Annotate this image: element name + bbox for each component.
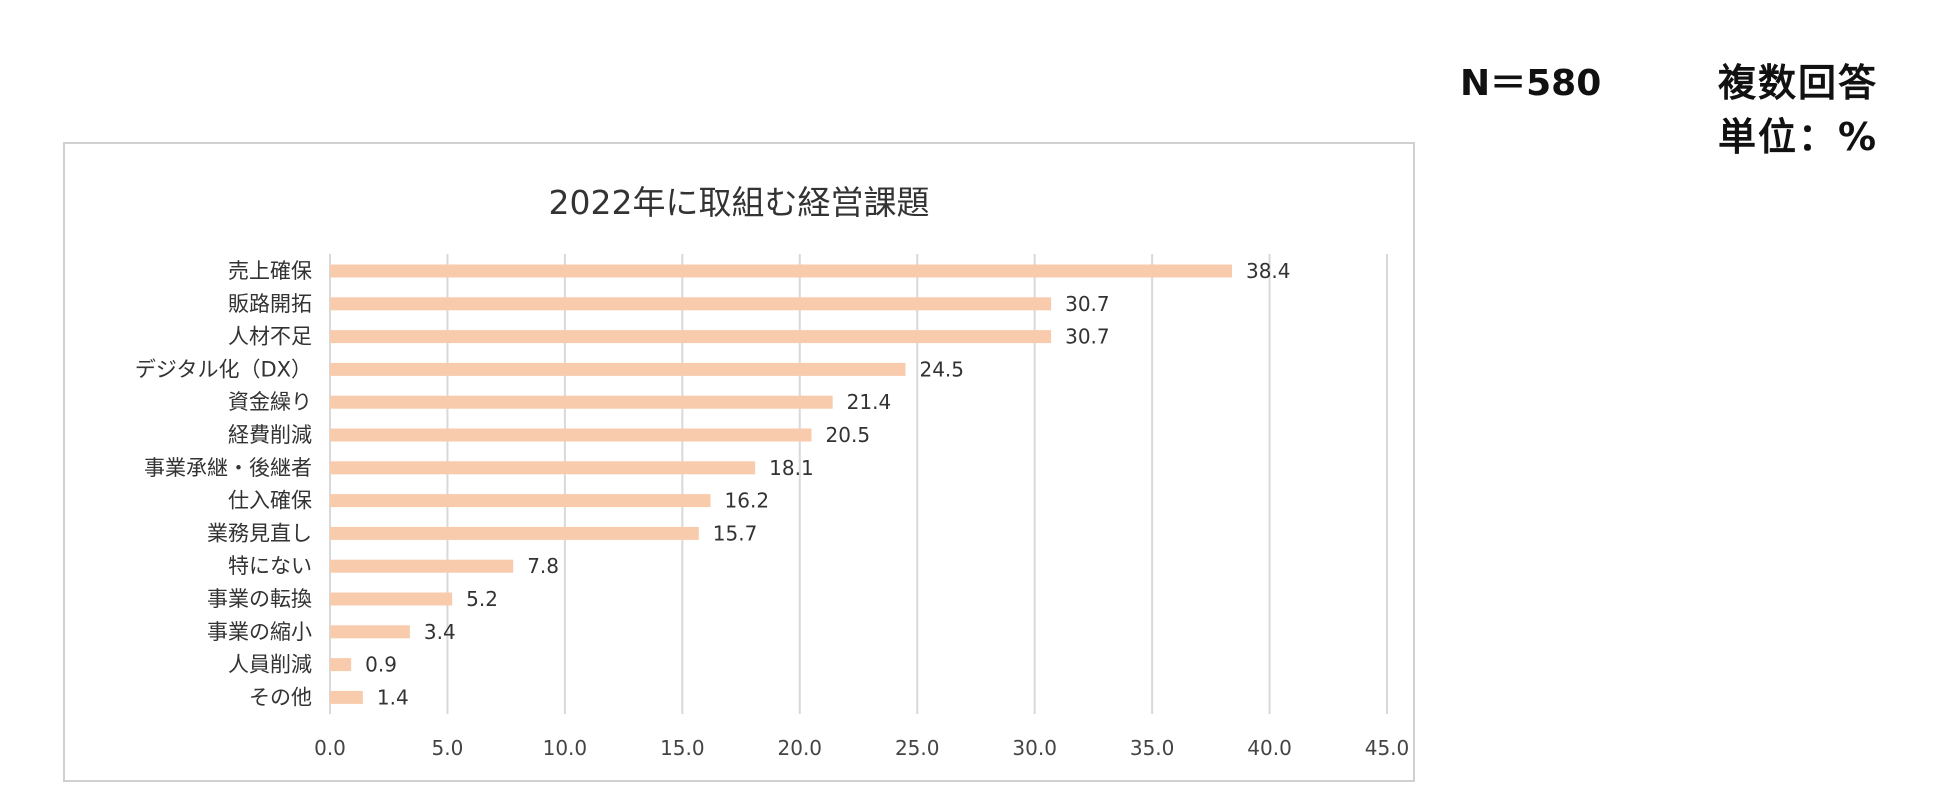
bar xyxy=(330,461,756,475)
bar xyxy=(330,428,812,442)
data-label: 3.4 xyxy=(424,620,456,644)
category-label: 特にない xyxy=(228,554,312,578)
data-label: 20.5 xyxy=(826,423,871,447)
data-label: 18.1 xyxy=(769,456,814,480)
x-tick-label: 5.0 xyxy=(432,736,464,760)
sample-size-label: N＝580 xyxy=(1460,63,1602,104)
data-label: 21.4 xyxy=(847,390,892,414)
bar xyxy=(330,362,906,376)
category-label: 経費削減 xyxy=(228,423,312,447)
category-label: 売上確保 xyxy=(228,259,312,283)
data-label: 38.4 xyxy=(1246,259,1291,283)
category-label: 業務見直し xyxy=(207,521,312,545)
unit-label: 単位：% xyxy=(1718,115,1879,159)
data-label: 30.7 xyxy=(1065,292,1110,316)
x-tick-label: 30.0 xyxy=(1012,736,1057,760)
data-label: 0.9 xyxy=(365,653,397,677)
chart-title: 2022年に取組む経営課題 xyxy=(548,183,930,222)
bar-chart: 0.0 5.0 10.0 15.0 20.0 25.0 30.0 35.0 40.0 45.0 売上… xyxy=(135,254,1410,760)
multiple-answer-label: 複数回答 xyxy=(1718,61,1879,105)
category-label: 仕入確保 xyxy=(228,489,312,513)
data-label: 16.2 xyxy=(725,489,770,513)
data-label: 24.5 xyxy=(919,357,964,381)
category-label: 人員削減 xyxy=(228,653,312,677)
x-tick-label: 20.0 xyxy=(778,736,823,760)
bar xyxy=(330,264,1232,278)
x-tick-label: 0.0 xyxy=(314,736,346,760)
bar xyxy=(330,559,514,573)
bar xyxy=(330,625,410,639)
x-tick-label: 45.0 xyxy=(1365,736,1410,760)
bar xyxy=(330,658,352,672)
chart-area: 2022年に取組む経営課題 0.0 5.0 10.0 15.0 20.0 25.0 30.0… xyxy=(63,142,1415,782)
data-label: 7.8 xyxy=(527,554,559,578)
bar xyxy=(330,690,363,704)
data-label: 1.4 xyxy=(377,685,409,709)
category-label: 人材不足 xyxy=(228,325,312,349)
category-label: その他 xyxy=(249,685,312,709)
bar xyxy=(330,592,453,606)
x-tick-label: 25.0 xyxy=(895,736,940,760)
category-label: 販路開拓 xyxy=(228,292,312,316)
bar xyxy=(330,297,1052,311)
x-tick-label: 35.0 xyxy=(1130,736,1175,760)
category-label: デジタル化（DX） xyxy=(135,357,312,381)
data-label: 30.7 xyxy=(1065,325,1110,349)
bar xyxy=(330,494,711,508)
bar xyxy=(330,330,1052,344)
category-label: 事業の縮小 xyxy=(207,620,312,644)
data-label: 15.7 xyxy=(713,521,758,545)
x-tick-label: 15.0 xyxy=(660,736,705,760)
category-label: 事業承継・後継者 xyxy=(144,456,312,480)
x-tick-label: 10.0 xyxy=(543,736,588,760)
category-label: 資金繰り xyxy=(228,390,312,414)
category-label: 事業の転換 xyxy=(207,587,312,611)
x-tick-label: 40.0 xyxy=(1247,736,1292,760)
bar xyxy=(330,395,833,409)
data-label: 5.2 xyxy=(466,587,498,611)
bar xyxy=(330,526,699,540)
